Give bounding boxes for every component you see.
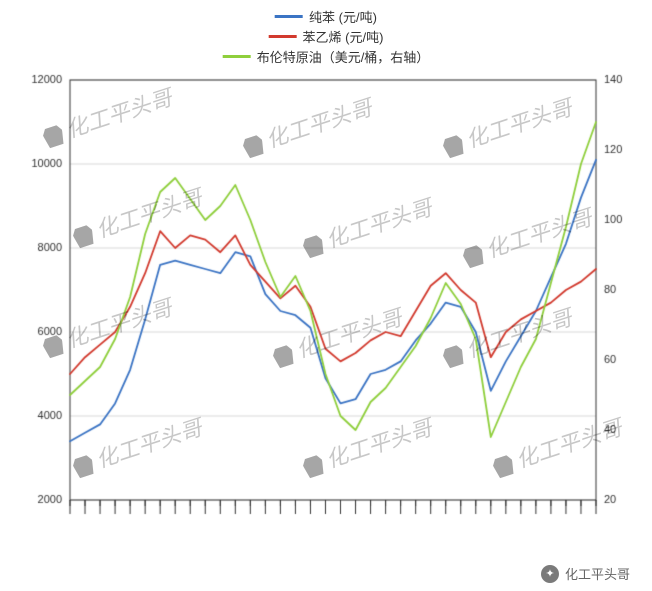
- legend-label: 布伦特原油（美元/桶，右轴）: [257, 47, 430, 66]
- legend-item: 纯苯 (元/吨): [223, 6, 430, 26]
- footer-credit: ✦ 化工平头哥: [541, 564, 630, 583]
- legend-swatch: [275, 15, 303, 18]
- legend-item: 苯乙烯 (元/吨): [223, 26, 430, 46]
- legend-swatch: [223, 55, 251, 58]
- legend-swatch: [269, 35, 297, 38]
- legend-item: 布伦特原油（美元/桶，右轴）: [223, 46, 430, 66]
- footer-label: 化工平头哥: [565, 564, 630, 583]
- wechat-icon: ✦: [541, 565, 559, 583]
- line-chart-canvas: [0, 0, 652, 591]
- chart-container: 纯苯 (元/吨) 苯乙烯 (元/吨) 布伦特原油（美元/桶，右轴） 化工平头哥化…: [0, 0, 652, 591]
- legend: 纯苯 (元/吨) 苯乙烯 (元/吨) 布伦特原油（美元/桶，右轴）: [223, 6, 430, 66]
- legend-label: 纯苯 (元/吨): [309, 7, 377, 26]
- legend-label: 苯乙烯 (元/吨): [303, 27, 384, 46]
